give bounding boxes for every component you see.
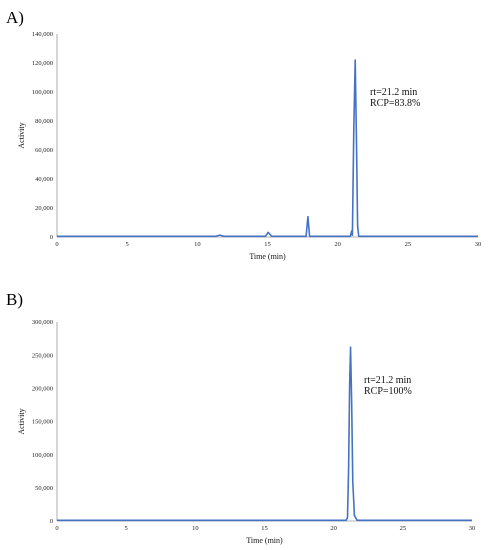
y-tick-label: 0 xyxy=(50,234,53,241)
x-tick-label: 30 xyxy=(475,241,482,248)
x-tick-label: 25 xyxy=(405,241,412,248)
x-tick-label: 0 xyxy=(55,241,58,248)
rcp-annotation: RCP=83.8% xyxy=(370,98,420,109)
x-axis-title: Time (min) xyxy=(249,252,286,261)
y-tick-label: 250,000 xyxy=(32,352,53,359)
x-tick-label: 20 xyxy=(334,241,341,248)
y-tick-label: 60,000 xyxy=(35,147,53,154)
y-tick-label: 100,000 xyxy=(32,452,53,459)
y-tick-label: 40,000 xyxy=(35,176,53,183)
y-tick-label: 0 xyxy=(50,518,53,525)
y-tick-label: 100,000 xyxy=(32,89,53,96)
x-tick-label: 10 xyxy=(192,525,199,532)
y-tick-label: 20,000 xyxy=(35,205,53,212)
y-axis-title: Activity xyxy=(17,122,26,148)
series-line xyxy=(57,346,472,522)
retention-time-annotation: rt=21.2 min xyxy=(370,87,417,98)
chart-panel-2: B)050,000100,000150,000200,000250,000300… xyxy=(6,290,475,545)
y-tick-label: 50,000 xyxy=(35,485,53,492)
y-tick-label: 80,000 xyxy=(35,118,53,125)
x-tick-label: 5 xyxy=(125,525,128,532)
x-tick-label: 25 xyxy=(400,525,407,532)
y-tick-label: 150,000 xyxy=(32,419,53,426)
y-axis-title: Activity xyxy=(17,408,26,434)
x-tick-label: 0 xyxy=(55,525,58,532)
x-tick-label: 15 xyxy=(261,525,268,532)
x-tick-label: 10 xyxy=(194,241,201,248)
x-tick-label: 15 xyxy=(264,241,271,248)
y-tick-label: 140,000 xyxy=(32,31,53,38)
x-axis-title: Time (min) xyxy=(246,536,283,545)
x-tick-label: 20 xyxy=(330,525,337,532)
series-line xyxy=(57,59,478,238)
x-tick-label: 5 xyxy=(126,241,129,248)
x-tick-label: 30 xyxy=(469,525,476,532)
panel-label: B) xyxy=(6,290,23,309)
y-tick-label: 200,000 xyxy=(32,386,53,393)
retention-time-annotation: rt=21.2 min xyxy=(364,375,411,386)
chart-panel-1: A) 0 20,000 40,000 60,000 80,000 100,000 120,00… xyxy=(6,8,481,261)
rcp-annotation: RCP=100% xyxy=(364,386,412,397)
panel-label: A) xyxy=(6,8,24,27)
y-tick-label: 120,000 xyxy=(32,60,53,67)
y-tick-label: 300,000 xyxy=(32,319,53,326)
